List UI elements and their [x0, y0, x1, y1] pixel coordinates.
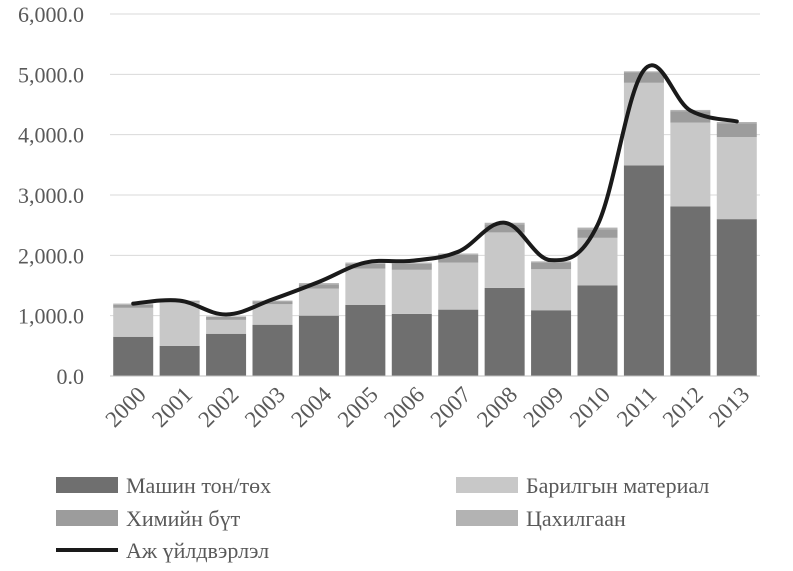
- bar-segment: [345, 268, 386, 305]
- bar-segment: [206, 316, 247, 320]
- x-tick-label: 2009: [518, 382, 568, 432]
- legend-label: Барилгын материал: [526, 473, 709, 498]
- legend-item: Аж үйлдвэрлэл: [56, 538, 269, 563]
- bar-segment: [623, 72, 664, 83]
- legend-item: Машин тон/төх: [56, 473, 271, 498]
- bar-segment: [159, 302, 200, 346]
- bar-segment: [252, 301, 293, 305]
- bar-segment: [391, 313, 432, 376]
- y-tick-label: 5,000.0: [18, 62, 84, 87]
- bar-segment: [206, 316, 247, 317]
- grid-lines: [110, 13, 760, 377]
- bar-segment: [345, 304, 386, 376]
- legend-item: Цахилгаан: [456, 506, 626, 531]
- bar-segment: [298, 288, 339, 316]
- bar-segment: [670, 122, 711, 207]
- legend-label: Аж үйлдвэрлэл: [126, 538, 269, 563]
- x-tick-label: 2012: [658, 382, 708, 432]
- x-tick-label: 2000: [101, 382, 151, 432]
- x-tick-label: 2003: [240, 382, 290, 432]
- legend-item: Химийн бүт: [56, 506, 241, 531]
- bar-segment: [531, 262, 572, 270]
- bar-segment: [391, 262, 432, 264]
- legend-label: Химийн бүт: [126, 506, 241, 531]
- bar-segment: [206, 319, 247, 334]
- x-tick-label: 2008: [472, 382, 522, 432]
- bar-segment: [113, 336, 154, 376]
- bar-segment: [438, 253, 479, 255]
- legend-item: Барилгын материал: [456, 473, 709, 498]
- bar-segment: [670, 111, 711, 123]
- legend-swatch: [456, 510, 518, 526]
- bar-segment: [484, 287, 525, 376]
- bar-segment: [716, 219, 757, 376]
- y-tick-label: 0.0: [57, 364, 85, 389]
- bar-segment: [252, 324, 293, 376]
- y-tick-label: 6,000.0: [18, 2, 84, 27]
- legend-label: Машин тон/төх: [126, 473, 271, 498]
- bar-segment: [252, 304, 293, 325]
- bar-segment: [438, 262, 479, 310]
- bar-segment: [206, 333, 247, 376]
- legend-swatch: [456, 477, 518, 493]
- bar-series: [113, 71, 757, 376]
- x-tick-label: 2007: [426, 382, 476, 432]
- bar-segment: [670, 206, 711, 376]
- x-tick-label: 2010: [565, 382, 615, 432]
- y-tick-label: 2,000.0: [18, 243, 84, 268]
- line-series: [131, 63, 739, 317]
- industry-line: [131, 63, 739, 317]
- y-axis: 0.0 1,000.0 2,000.0 3,000.0 4,000.0 5,000.0 6,…: [18, 2, 84, 389]
- x-tick-label: 2006: [379, 382, 429, 432]
- bar-segment: [484, 224, 525, 233]
- bar-segment: [716, 137, 757, 220]
- bar-segment: [438, 309, 479, 376]
- x-tick-label: 2005: [333, 382, 383, 432]
- bar-segment: [159, 345, 200, 376]
- bar-segment: [438, 254, 479, 263]
- x-tick-label: 2011: [612, 382, 662, 432]
- bar-segment: [345, 263, 386, 269]
- bar-segment: [531, 269, 572, 311]
- bar-segment: [577, 229, 618, 238]
- legend: Машин тон/төх Барилгын материал Химийн бүт…: [56, 473, 709, 563]
- x-tick-label: 2001: [147, 382, 197, 432]
- x-axis: 2000200120022003200420052006200720082009…: [101, 375, 760, 433]
- legend-label: Цахилгаан: [526, 506, 626, 531]
- y-tick-label: 3,000.0: [18, 183, 84, 208]
- x-tick-label: 2004: [286, 382, 337, 433]
- bar-segment: [577, 285, 618, 376]
- x-tick-label: 2013: [704, 382, 754, 432]
- bar-segment: [298, 315, 339, 376]
- bar-segment: [716, 123, 757, 138]
- legend-swatch: [56, 510, 118, 526]
- bar-segment: [113, 304, 154, 308]
- bar-segment: [531, 310, 572, 376]
- bar-segment: [623, 165, 664, 376]
- bar-segment: [298, 284, 339, 289]
- y-tick-label: 4,000.0: [18, 123, 84, 148]
- bar-segment: [391, 263, 432, 270]
- legend-swatch: [56, 477, 118, 493]
- y-tick-label: 1,000.0: [18, 304, 84, 329]
- bar-segment: [391, 269, 432, 314]
- bar-segment: [484, 232, 525, 288]
- bar-segment: [623, 82, 664, 166]
- bar-segment: [113, 307, 154, 337]
- x-tick-label: 2002: [193, 382, 243, 432]
